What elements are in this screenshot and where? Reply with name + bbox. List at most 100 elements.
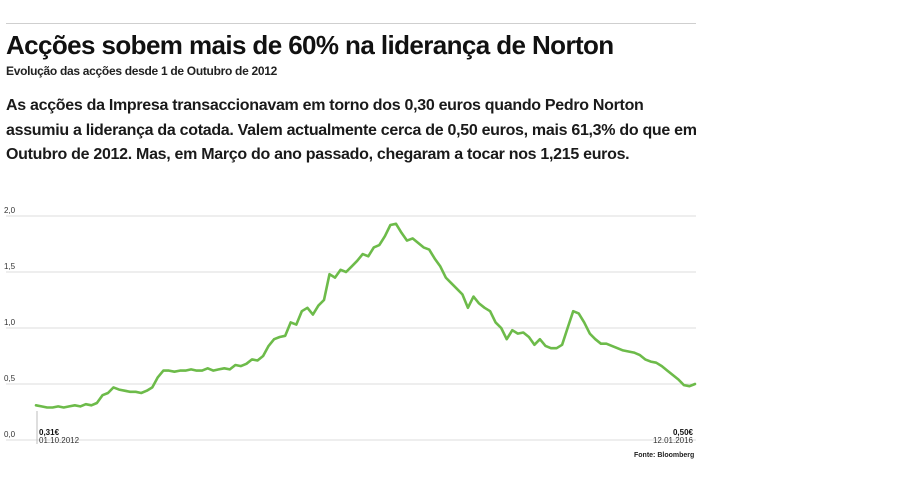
data-point	[51, 406, 54, 409]
data-point	[566, 327, 569, 329]
data-point	[395, 222, 397, 225]
data-point	[372, 246, 375, 249]
y-tick-label: 0,5	[4, 374, 16, 383]
data-point	[622, 349, 624, 352]
data-point	[339, 268, 342, 271]
top-rule	[6, 23, 696, 24]
data-point	[328, 273, 331, 276]
data-point	[627, 350, 630, 353]
data-point	[406, 239, 408, 242]
data-point	[101, 394, 104, 397]
data-point	[422, 246, 425, 249]
end-value-label: 0,50€	[673, 428, 694, 437]
data-point	[267, 345, 270, 347]
y-tick-label: 2,0	[4, 206, 16, 215]
data-point	[350, 265, 353, 268]
data-point	[345, 271, 347, 273]
data-point	[594, 338, 597, 341]
data-point	[295, 323, 298, 326]
data-point	[273, 338, 275, 341]
data-point	[312, 313, 314, 316]
data-point	[494, 321, 497, 324]
data-point	[323, 299, 325, 301]
data-point	[572, 310, 575, 313]
data-point	[118, 388, 120, 391]
data-point	[217, 368, 220, 371]
data-point	[57, 405, 60, 408]
data-point	[505, 338, 508, 341]
data-point	[411, 237, 414, 240]
line-chart: 0,0 0,5 1,0 1,5 2,0 0,31€ 01.10.2012 0,50€ 1…	[4, 206, 697, 445]
data-point	[561, 343, 563, 346]
data-point	[134, 390, 137, 393]
data-point	[655, 361, 658, 364]
data-point	[190, 368, 193, 371]
data-point	[162, 369, 165, 372]
chart-title: Acções sobem mais de 60% na liderança de…	[6, 30, 614, 60]
data-point	[145, 389, 148, 392]
data-point	[644, 358, 647, 361]
data-point	[195, 369, 198, 372]
data-point	[583, 321, 586, 324]
data-point	[156, 376, 159, 379]
data-point	[638, 354, 641, 356]
data-point	[384, 235, 386, 238]
data-point	[588, 332, 591, 335]
data-point	[428, 248, 431, 251]
data-point	[206, 367, 209, 370]
data-point	[306, 306, 309, 309]
data-point	[334, 276, 336, 279]
data-point	[367, 255, 370, 258]
data-point	[234, 364, 237, 366]
data-point	[633, 351, 635, 354]
data-point	[666, 369, 669, 372]
data-point	[112, 386, 115, 389]
data-point	[378, 244, 381, 246]
data-point	[245, 362, 248, 365]
start-value-label: 0,31€	[39, 428, 60, 437]
data-point	[68, 405, 71, 408]
data-point	[555, 347, 558, 350]
price-series-line	[34, 222, 697, 409]
y-tick-label: 1,0	[4, 318, 16, 327]
source-note: Fonte: Bloomberg	[634, 452, 695, 459]
data-point	[550, 347, 552, 350]
data-point	[389, 224, 392, 226]
start-date-label: 01.10.2012	[39, 436, 80, 445]
data-point	[439, 265, 442, 268]
article-paragraph: As acções da Impresa transaccionavam em …	[6, 97, 697, 163]
data-point	[256, 359, 259, 362]
data-point	[444, 276, 447, 279]
data-point	[223, 367, 226, 370]
data-point	[90, 404, 93, 407]
data-point	[123, 389, 126, 392]
data-point	[600, 342, 602, 345]
data-point	[611, 345, 613, 347]
end-date-label: 12.01.2016	[653, 436, 694, 445]
data-point	[533, 343, 536, 346]
data-point	[649, 360, 652, 363]
data-point	[660, 365, 663, 367]
data-point	[356, 259, 359, 262]
y-tick-label: 0,0	[4, 430, 16, 439]
data-point	[107, 392, 109, 394]
data-point	[489, 310, 491, 313]
data-points	[35, 222, 696, 409]
data-point	[677, 378, 680, 381]
data-point	[278, 336, 281, 338]
data-point	[500, 327, 503, 329]
data-point	[688, 385, 691, 388]
data-point	[289, 321, 292, 324]
data-point	[472, 295, 475, 298]
data-point	[84, 403, 87, 406]
y-tick-label: 1,5	[4, 262, 16, 271]
data-point	[694, 383, 696, 385]
grid-lines	[6, 215, 696, 441]
data-point	[46, 406, 48, 409]
data-point	[522, 331, 525, 334]
data-point	[605, 342, 608, 345]
data-point	[577, 312, 580, 315]
data-point	[467, 306, 469, 309]
data-point	[456, 287, 458, 290]
data-point	[173, 370, 176, 373]
